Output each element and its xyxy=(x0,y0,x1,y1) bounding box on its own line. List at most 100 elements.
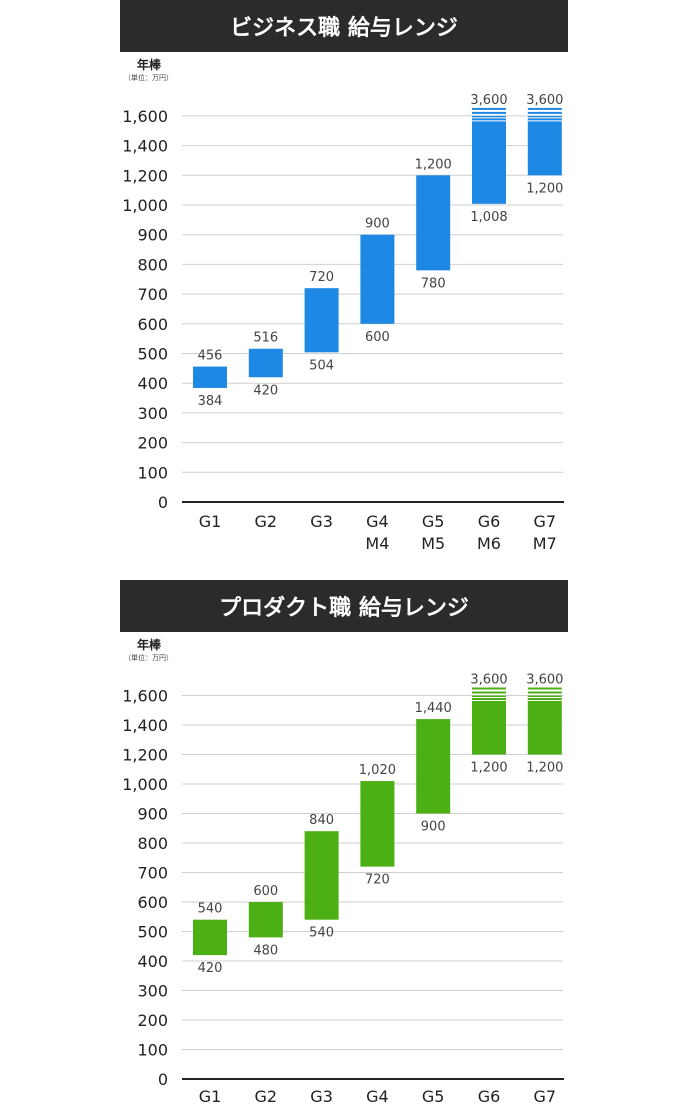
x-tick-label: G2 xyxy=(255,1087,278,1106)
bar-high-label: 1,020 xyxy=(359,763,396,778)
bar-low-label: 540 xyxy=(309,926,334,941)
y-tick-label: 1,200 xyxy=(122,746,168,765)
bar-high-label: 840 xyxy=(309,813,334,828)
y-tick-label: 1,000 xyxy=(122,775,168,794)
range-bar xyxy=(527,695,562,755)
range-bar xyxy=(472,115,506,204)
x-tick-label: G3 xyxy=(310,512,333,531)
y-tick-label: 400 xyxy=(137,952,168,971)
business-chart-svg: 年棒（単位：万円） 1,600 1,400 1,200 1,000 900 800 700 60… xyxy=(122,57,564,553)
bar-low-label: 1,200 xyxy=(526,761,563,776)
y-tick-label: 300 xyxy=(137,404,168,423)
bar-break-cap xyxy=(472,691,506,694)
bar-low-label: 420 xyxy=(198,961,223,976)
x-tick-label: G5 xyxy=(422,1087,445,1106)
y-tick-label: 1,200 xyxy=(122,166,168,185)
y-tick-label: 1,600 xyxy=(122,687,168,706)
range-bar xyxy=(248,348,283,378)
y-axis-label: 年棒 xyxy=(137,57,162,72)
y-tick-label: 600 xyxy=(137,315,168,334)
x-tick-label: G4 xyxy=(366,1087,389,1106)
bar-high-label: 3,600 xyxy=(526,93,563,108)
x-tick-label: M7 xyxy=(533,534,557,553)
y-tick-label: 900 xyxy=(137,226,168,245)
product-chart-svg: 年棒（単位：万円） 1,600 1,400 1,200 1,000 900 800 700 60… xyxy=(122,637,564,1106)
x-tick-label: G7 xyxy=(534,512,557,531)
range-bar xyxy=(472,695,506,755)
y-axis-unit: （単位：万円） xyxy=(124,653,173,662)
bar-low-label: 600 xyxy=(365,330,390,345)
bar-high-label: 720 xyxy=(309,270,334,285)
y-tick-label: 300 xyxy=(137,982,168,1001)
bar-high-label: 3,600 xyxy=(470,93,507,108)
y-tick-label: 600 xyxy=(137,893,168,912)
bar-break-cap xyxy=(472,111,506,114)
range-bar xyxy=(360,234,395,324)
range-bar xyxy=(193,366,227,388)
bar-break-cap xyxy=(527,687,562,690)
y-tick-label: 100 xyxy=(137,1041,168,1060)
bar-high-label: 3,600 xyxy=(526,673,563,688)
bar-high-label: 900 xyxy=(365,217,390,232)
y-tick-label: 100 xyxy=(137,463,168,482)
bar-break-cap xyxy=(527,111,562,114)
y-tick-label: 200 xyxy=(137,1011,168,1030)
x-tick-label: G5 xyxy=(422,512,445,531)
range-bar xyxy=(527,115,562,176)
x-tick-label: G2 xyxy=(255,512,278,531)
product-chart-title: プロダクト職 給与レンジ xyxy=(120,580,568,632)
bar-low-label: 420 xyxy=(253,383,278,398)
y-tick-label: 1,400 xyxy=(122,716,168,735)
bar-break-cap xyxy=(527,107,562,110)
business-chart-panel: ビジネス職 給与レンジ 年棒 （単位：万円） 1,600 1,400 1,200 1,00… xyxy=(120,0,568,553)
y-tick-label: 0 xyxy=(158,1070,168,1089)
bar-low-label: 504 xyxy=(309,358,334,373)
y-axis-unit: （単位：万円） xyxy=(124,73,173,82)
bar-low-label: 1,200 xyxy=(526,181,563,196)
x-tick-label: G3 xyxy=(310,1087,333,1106)
bar-high-label: 540 xyxy=(198,902,223,917)
y-tick-label: 1,000 xyxy=(122,196,168,215)
range-bar xyxy=(248,902,283,938)
bar-low-label: 900 xyxy=(421,820,446,835)
y-tick-label: 800 xyxy=(137,834,168,853)
y-axis-label: 年棒 xyxy=(137,637,162,652)
range-bar xyxy=(304,831,339,920)
x-tick-label: G6 xyxy=(478,1087,501,1106)
x-tick-label: G1 xyxy=(199,1087,222,1106)
x-tick-label: M6 xyxy=(477,534,501,553)
bar-high-label: 600 xyxy=(253,884,278,899)
bar-low-label: 1,200 xyxy=(470,761,507,776)
bar-low-label: 480 xyxy=(253,943,278,958)
y-tick-label: 500 xyxy=(137,345,168,364)
bar-low-label: 1,008 xyxy=(470,210,507,225)
bar-high-label: 1,440 xyxy=(415,701,452,716)
y-tick-label: 200 xyxy=(137,434,168,453)
bar-break-cap xyxy=(527,691,562,694)
bar-low-label: 780 xyxy=(421,276,446,291)
range-bar xyxy=(360,781,395,867)
business-chart-title: ビジネス職 給与レンジ xyxy=(120,0,568,52)
range-bar xyxy=(416,719,451,814)
x-tick-label: G6 xyxy=(478,512,501,531)
bar-high-label: 3,600 xyxy=(470,673,507,688)
y-tick-label: 500 xyxy=(137,923,168,942)
y-tick-label: 800 xyxy=(137,255,168,274)
y-tick-label: 700 xyxy=(137,285,168,304)
y-tick-label: 400 xyxy=(137,374,168,393)
y-tick-label: 1,600 xyxy=(122,107,168,126)
x-tick-label: M4 xyxy=(365,534,389,553)
x-tick-label: G4 xyxy=(366,512,389,531)
x-tick-label: G7 xyxy=(534,1087,557,1106)
y-tick-label: 0 xyxy=(158,493,168,512)
bar-break-cap xyxy=(472,107,506,110)
bar-break-cap xyxy=(472,687,506,690)
range-bar xyxy=(416,175,451,271)
bar-low-label: 384 xyxy=(198,394,223,409)
range-bar xyxy=(193,919,227,956)
x-tick-label: G1 xyxy=(199,512,222,531)
bar-high-label: 1,200 xyxy=(415,157,452,172)
y-tick-label: 900 xyxy=(137,805,168,824)
bar-high-label: 516 xyxy=(253,331,278,346)
bar-high-label: 456 xyxy=(198,349,223,364)
